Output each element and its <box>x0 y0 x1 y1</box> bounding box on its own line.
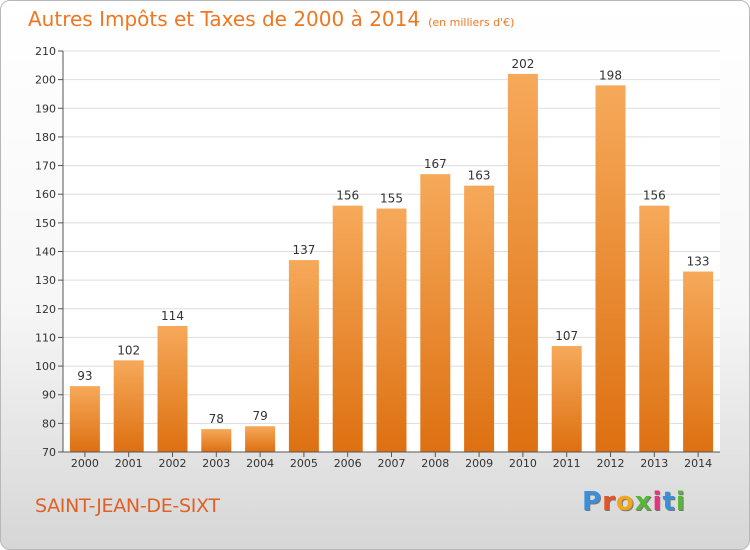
data-label: 79 <box>252 409 267 423</box>
y-tick-label: 80 <box>42 417 56 430</box>
y-tick-label: 120 <box>35 303 56 316</box>
y-tick-label: 100 <box>35 360 56 373</box>
data-label: 93 <box>77 369 92 383</box>
y-tick-label: 130 <box>35 274 56 287</box>
bar-2001 <box>113 360 144 452</box>
bar-2000 <box>69 386 100 452</box>
x-tick-label: 2005 <box>290 457 318 470</box>
bar-chart: 7080901001101201301401501601701801902002… <box>35 45 720 470</box>
data-label: 133 <box>687 255 710 269</box>
data-label: 155 <box>380 192 403 206</box>
y-tick-label: 90 <box>42 389 56 402</box>
x-tick-label: 2010 <box>509 457 537 470</box>
y-tick-label: 190 <box>35 102 56 115</box>
proxiti-logo[interactable]: Proxiti <box>582 487 686 517</box>
x-tick-label: 2003 <box>202 457 230 470</box>
data-label: 78 <box>209 412 224 426</box>
bar-2002 <box>157 325 188 452</box>
y-tick-label: 70 <box>42 446 56 459</box>
bars <box>69 73 714 453</box>
bar-2011 <box>551 346 582 452</box>
x-tick-label: 2002 <box>159 457 187 470</box>
y-tick-label: 150 <box>35 217 56 230</box>
data-label: 137 <box>292 243 315 257</box>
y-tick-label: 180 <box>35 131 56 144</box>
y-tick-label: 200 <box>35 74 56 87</box>
bar-2008 <box>420 174 451 452</box>
commune-name: SAINT-JEAN-DE-SIXT <box>35 495 220 517</box>
y-tick-label: 110 <box>35 331 56 344</box>
x-tick-label: 2009 <box>465 457 493 470</box>
bar-2004 <box>245 426 276 452</box>
data-label: 156 <box>643 189 666 203</box>
bar-2007 <box>376 208 407 452</box>
y-tick-label: 170 <box>35 160 56 173</box>
logo-letter: x <box>634 487 653 517</box>
data-label: 107 <box>555 329 578 343</box>
data-label: 202 <box>511 57 534 71</box>
bar-2006 <box>332 205 363 452</box>
y-tick-label: 160 <box>35 188 56 201</box>
x-tick-label: 2014 <box>684 457 712 470</box>
chart-subtitle: (en milliers d'€) <box>428 16 515 29</box>
logo-letter: i <box>675 487 686 517</box>
x-tick-label: 2001 <box>115 457 143 470</box>
bar-2010 <box>507 73 538 453</box>
logo-letter: r <box>602 487 616 517</box>
data-label: 114 <box>161 309 184 323</box>
tick-labels: 7080901001101201301401501601701801902002… <box>35 45 712 470</box>
y-tick-label: 140 <box>35 246 56 259</box>
logo-letter: t <box>662 487 676 517</box>
bar-2009 <box>464 185 495 452</box>
bar-2014 <box>683 271 714 452</box>
data-label: 102 <box>117 343 140 357</box>
logo-letter: P <box>582 487 603 517</box>
logo-letter: o <box>615 487 635 517</box>
y-tick-label: 210 <box>35 45 56 58</box>
x-tick-label: 2013 <box>640 457 668 470</box>
bar-2012 <box>595 85 626 452</box>
chart-title: Autres Impôts et Taxes de 2000 à 2014 <box>28 7 421 31</box>
axes <box>58 50 720 457</box>
bar-2005 <box>288 260 319 452</box>
chart-title-block: Autres Impôts et Taxes de 2000 à 2014 (en… <box>28 7 514 31</box>
data-label: 167 <box>424 157 447 171</box>
x-tick-label: 2000 <box>71 457 99 470</box>
x-tick-label: 2012 <box>597 457 625 470</box>
data-label: 198 <box>599 68 622 82</box>
data-label: 156 <box>336 189 359 203</box>
data-label: 163 <box>468 169 491 183</box>
x-tick-label: 2004 <box>246 457 274 470</box>
x-tick-label: 2008 <box>421 457 449 470</box>
x-tick-label: 2007 <box>378 457 406 470</box>
bar-2013 <box>639 205 670 452</box>
bar-2003 <box>201 429 232 452</box>
logo-letter: i <box>652 487 663 517</box>
x-tick-label: 2006 <box>334 457 362 470</box>
x-tick-label: 2011 <box>553 457 581 470</box>
